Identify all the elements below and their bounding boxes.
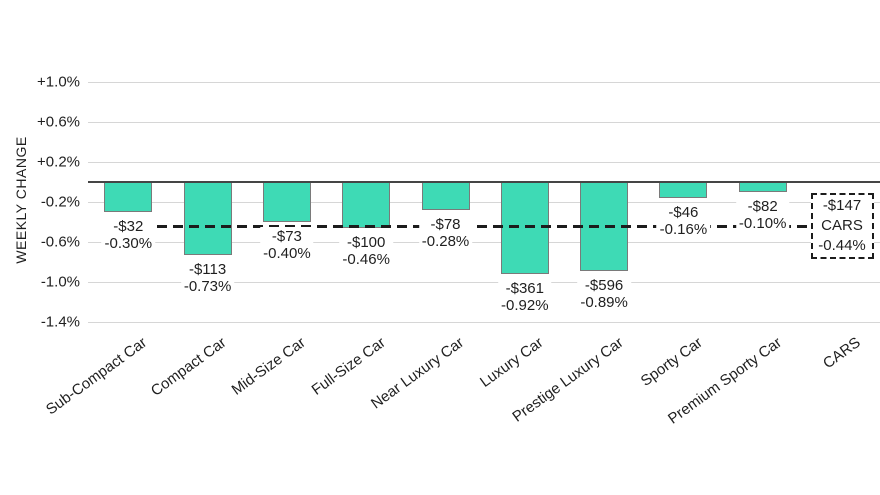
gridline: [88, 162, 880, 163]
percent-change-label: -0.16%: [659, 221, 708, 238]
zero-baseline: [88, 181, 880, 183]
bar-value-label: -$100 -0.46%: [339, 233, 393, 269]
gridline: [88, 282, 880, 283]
percent-change-label: -0.28%: [421, 233, 470, 250]
cars-dollar-label: -$147: [822, 197, 862, 214]
y-axis-tick-label: -0.2%: [40, 193, 80, 211]
dollar-change-label: -$73: [271, 228, 302, 245]
dollar-change-label: -$46: [668, 204, 699, 221]
bar-sporty-car: [659, 182, 708, 198]
bar-luxury-car: [500, 182, 549, 274]
percent-change-label: -0.89%: [580, 294, 628, 311]
bar-value-label: -$113 -0.73%: [180, 260, 235, 296]
y-axis-tick-label: -1.0%: [40, 273, 80, 291]
dollar-change-label: -$82: [747, 198, 778, 215]
bar-value-label: -$596 -0.89%: [577, 276, 631, 312]
x-axis-label-luxury-car: Luxury Car: [477, 334, 547, 391]
bar-value-label: -$46 -0.16%: [656, 203, 711, 239]
percent-change-label: -0.46%: [342, 251, 390, 268]
x-axis-label-sporty-car: Sporty Car: [637, 334, 706, 390]
x-axis-label-sub-compact-car: Sub-Compact Car: [43, 334, 151, 419]
percent-change-label: -0.73%: [183, 278, 232, 295]
y-axis-tick-label: +0.6%: [37, 113, 80, 131]
bar-value-label: -$361 -0.92%: [498, 279, 552, 315]
gridline: [88, 322, 880, 323]
bar-sub-compact-car: [104, 182, 153, 212]
percent-change-label: -0.92%: [501, 297, 549, 314]
bar-mid-size-car: [262, 182, 311, 222]
y-axis-tick-label: +0.2%: [37, 153, 80, 171]
bar-near-luxury-car: [421, 182, 470, 210]
gridline: [88, 122, 880, 123]
x-axis-label-cars: CARS: [820, 334, 864, 373]
gridline: [88, 82, 880, 83]
y-axis-tick-label: -1.4%: [40, 313, 80, 331]
y-axis-tick-label: +1.0%: [37, 73, 80, 91]
dollar-change-label: -$78: [430, 216, 461, 233]
x-axis-label-mid-size-car: Mid-Size Car: [228, 334, 309, 399]
y-axis-tick-label: -0.6%: [40, 233, 80, 251]
dollar-change-label: -$596: [584, 277, 624, 294]
dollar-change-label: -$113: [188, 261, 227, 278]
bar-full-size-car: [342, 182, 391, 228]
bar-premium-sporty-car: [738, 182, 787, 192]
percent-change-label: -0.10%: [738, 215, 787, 232]
dollar-change-label: -$361: [505, 280, 544, 297]
bar-value-label: -$78 -0.28%: [418, 215, 473, 251]
cars-name-label: CARS: [821, 217, 863, 234]
x-axis-label-full-size-car: Full-Size Car: [308, 334, 389, 399]
dollar-change-label: -$32: [113, 218, 144, 235]
gridline: [88, 242, 880, 243]
bar-value-label: -$32 -0.30%: [101, 217, 156, 253]
bar-value-label: -$82 -0.10%: [735, 197, 790, 233]
percent-change-label: -0.40%: [263, 245, 311, 262]
gridline: [88, 202, 880, 203]
percent-change-label: -0.30%: [104, 235, 153, 252]
cars-percent-label: -0.44%: [818, 237, 866, 254]
dollar-change-label: -$100: [347, 234, 386, 251]
bar-compact-car: [183, 182, 232, 255]
cars-summary-box: -$147 CARS -0.44%: [810, 193, 874, 259]
bar-value-label: -$73 -0.40%: [260, 227, 314, 263]
x-axis-label-compact-car: Compact Car: [148, 334, 230, 400]
